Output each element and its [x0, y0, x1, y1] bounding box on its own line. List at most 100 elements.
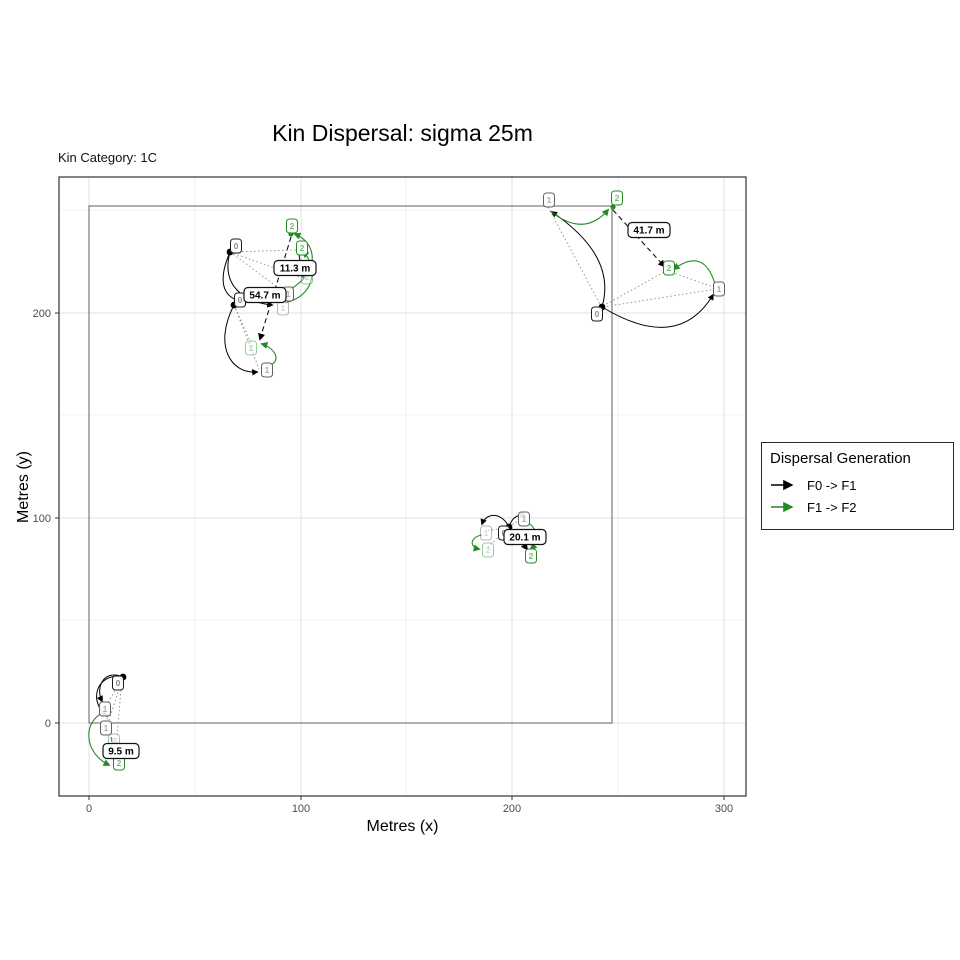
dispersal-arc-f0-f1 [601, 293, 714, 328]
distance-label: 41.7 m [627, 221, 671, 239]
kin-link-dotted [229, 251, 303, 279]
chip-generation-number: 1 [103, 704, 108, 714]
distance-label-text: 41.7 m [633, 226, 664, 237]
chip-box [261, 362, 273, 378]
chip-generation-number: 2 [117, 758, 122, 768]
distance-label-text: 54.7 m [249, 291, 280, 302]
chip-box [480, 525, 492, 541]
distance-label: 54.7 m [243, 286, 287, 304]
generation-chip-1: 1 [480, 525, 492, 541]
kin-link-dotted [114, 677, 123, 760]
plot-subtitle: Kin Category: 1C [58, 150, 157, 165]
chip-box [525, 548, 537, 564]
x-tick-label: 100 [292, 803, 310, 815]
dispersal-arc-f1-f2 [288, 232, 313, 291]
distance-label-box [503, 528, 547, 546]
dispersal-arc-f1-f2 [284, 250, 313, 304]
chip-generation-number: 0 [595, 309, 600, 319]
chip-generation-number: 2 [615, 193, 620, 203]
generation-chip-2: 2 [482, 542, 494, 558]
chip-generation-number: 1 [522, 514, 527, 524]
dispersal-arc-f0-f1 [227, 251, 274, 308]
panel-border [58, 176, 747, 797]
chip-generation-number: 2 [249, 343, 254, 353]
chip-generation-number: 1 [281, 303, 286, 313]
distance-label-text: 9.5 m [108, 747, 134, 758]
x-tick-label: 200 [503, 803, 521, 815]
legend-arrow-icon [771, 479, 794, 491]
legend-item-f0-f1: F0 -> F1 [770, 474, 945, 496]
distance-label-box [627, 221, 671, 239]
chip-generation-number: 2 [305, 272, 310, 282]
distance-label: 11.3 m [273, 259, 317, 277]
chip-box [245, 340, 257, 356]
dispersal-arc-f1-f2 [549, 208, 610, 225]
distance-label-box [273, 259, 317, 277]
chip-box [112, 675, 124, 691]
y-tick-label: 100 [33, 513, 51, 525]
generation-chip-1: 1 [713, 281, 725, 297]
legend-arrow-icon [771, 501, 794, 513]
chip-box [611, 190, 623, 206]
chip-generation-number: 2 [290, 221, 295, 231]
legend-items: F0 -> F1 F1 -> F2 [770, 474, 945, 518]
chip-generation-number: 0 [116, 678, 121, 688]
chip-generation-number: 2 [300, 243, 305, 253]
distance-label: 20.1 m [503, 528, 547, 546]
chip-box [518, 511, 530, 527]
chip-box [543, 192, 555, 208]
chip-generation-number: 2 [667, 263, 672, 273]
dispersal-arc-f1-f2 [88, 711, 111, 766]
distance-label-text: 20.1 m [509, 533, 540, 544]
generation-chip-2: 2 [525, 548, 537, 564]
distance-label-text: 11.3 m [280, 264, 311, 275]
chip-generation-number: 2 [529, 551, 534, 561]
kin-link-dotted [233, 304, 260, 370]
distance-label-box [102, 742, 140, 760]
chip-box [296, 240, 308, 256]
generation-chip-1: 1 [543, 192, 555, 208]
generation-chip-2: 2 [245, 340, 257, 356]
generation-chip-0: 0 [112, 675, 124, 691]
kin-link-dotted [602, 288, 717, 308]
distance-label-box [243, 286, 287, 304]
legend-title: Dispersal Generation [770, 450, 911, 467]
dispersal-arc-f0-f1 [224, 304, 259, 376]
f2-point [610, 204, 616, 210]
dispersal-arc-f0-f1 [550, 211, 606, 308]
generation-chip-2: 2 [663, 260, 675, 276]
generation-chip-1: 1 [100, 720, 112, 736]
legend-box: Dispersal Generation F0 -> F1 F1 -> F2 [761, 442, 954, 530]
legend-item-label: F1 -> F2 [807, 499, 857, 515]
kin-link-dotted [667, 270, 717, 289]
chip-generation-number: 0 [234, 241, 239, 251]
generation-chip-0: 0 [230, 238, 242, 254]
chip-box [99, 701, 111, 717]
kin-link-dotted [602, 270, 667, 307]
generation-chip-0: 0 [591, 306, 603, 322]
dispersal-arc-f1-f2 [471, 534, 483, 552]
generation-chip-1: 1 [261, 362, 273, 378]
chip-generation-number: 1 [104, 723, 109, 733]
chip-generation-number: 2 [486, 545, 491, 555]
chip-generation-number: 1 [265, 365, 270, 375]
y-axis-title: Metres (y) [15, 451, 32, 523]
x-tick-label: 300 [715, 803, 733, 815]
generation-chip-2: 2 [296, 240, 308, 256]
y-tick-label: 0 [45, 718, 51, 730]
generation-chip-1: 1 [99, 701, 111, 717]
chip-generation-number: 2 [112, 736, 117, 746]
chip-generation-number: 1 [484, 528, 489, 538]
legend-item-label: F0 -> F1 [807, 477, 857, 493]
chip-box [230, 238, 242, 254]
x-tick-label: 0 [86, 803, 92, 815]
kin-link-dotted [105, 676, 124, 707]
generation-chip-2: 2 [286, 218, 298, 234]
chip-box [713, 281, 725, 297]
generation-chip-1: 1 [518, 511, 530, 527]
chip-box [663, 260, 675, 276]
chip-generation-number: 1 [286, 289, 291, 299]
chip-box [100, 720, 112, 736]
